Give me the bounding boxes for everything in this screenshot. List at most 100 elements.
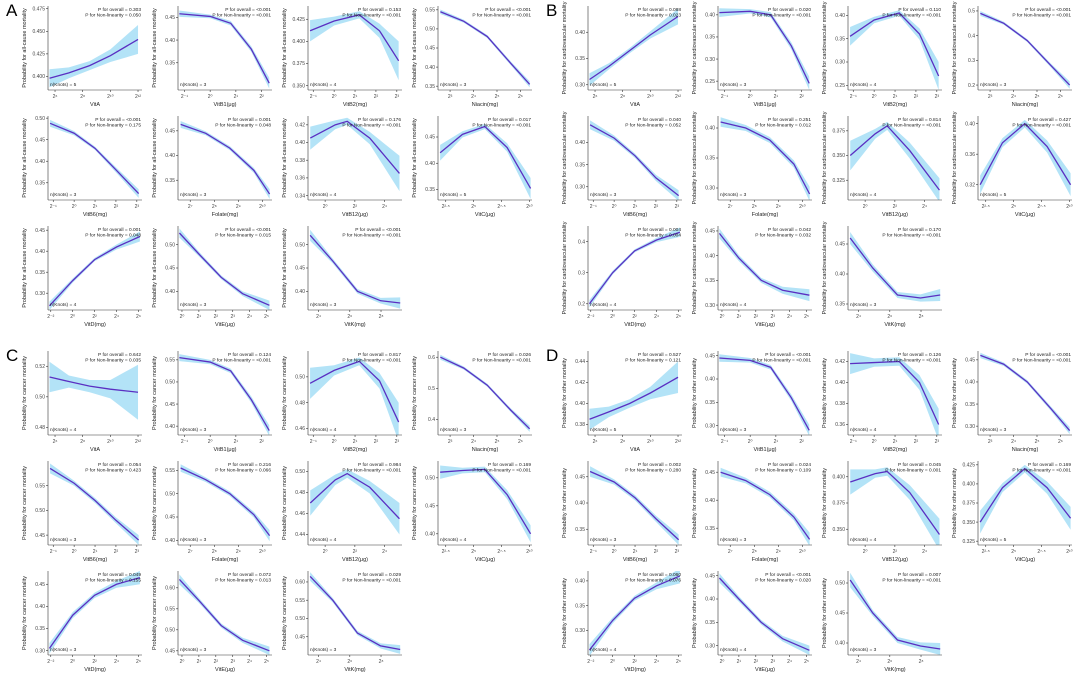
x-tick-label: 2³ xyxy=(448,94,453,100)
y-axis-label: Probability for all-cause mortality xyxy=(22,228,28,308)
y-axis-label: Probability for cancer mortality xyxy=(152,466,158,540)
x-tick-label: 2⁶ xyxy=(593,94,598,100)
x-tick-label: 2¹ xyxy=(633,204,638,210)
x-tick-label: 2² xyxy=(92,314,97,320)
x-axis-label: VitA xyxy=(630,447,640,453)
ci-band xyxy=(980,10,1070,89)
y-tick-label: 0.55 xyxy=(35,483,45,489)
x-tick-label: 2¹⁰ xyxy=(1066,549,1072,555)
p-nonlinearity: P for Non-linearity = <0.001 xyxy=(472,13,531,19)
subplot: 0.35 0.40 0.45 2²·⁵ 2⁵ 2⁷·⁵ 2¹⁰ VitC(μg) Probabi… xyxy=(412,116,533,218)
x-tick-label: 2⁵ xyxy=(1011,204,1016,210)
x-tick-label: 2⁵ xyxy=(471,204,476,210)
y-tick-label: 0.55 xyxy=(165,607,175,613)
y-tick-label: 0.40 xyxy=(295,140,305,146)
p-overall: P for overall = 0.040 xyxy=(638,117,681,123)
x-axis-label: VitC(μg) xyxy=(1015,557,1035,563)
x-tick-label: 2⁵ xyxy=(1011,549,1016,555)
y-tick-label: 0.45 xyxy=(705,573,715,579)
subplot: 0.325 0.350 0.375 2⁰ 2² 2⁴ VitB12(μg) Probabili… xyxy=(822,111,942,218)
x-tick-label: 2⁷·⁵ xyxy=(497,204,505,210)
y-tick-label: 0.40 xyxy=(965,121,975,127)
x-tick-label: 2² xyxy=(353,549,358,555)
y-tick-label: 0.40 xyxy=(575,579,585,585)
ci-band xyxy=(850,353,939,435)
y-tick-label: 0.60 xyxy=(295,580,305,586)
ci-band xyxy=(850,467,940,545)
y-tick-label: 0.35 xyxy=(705,526,715,532)
ci-band xyxy=(310,11,399,81)
spline-line xyxy=(440,468,532,535)
x-tick-label: 2⁵ xyxy=(1035,94,1040,100)
x-tick-label: 2² xyxy=(259,94,264,100)
knots-note: n(Knots) = 3 xyxy=(180,647,207,653)
x-axis-label: VitB12(μg) xyxy=(342,212,368,218)
x-tick-label: 2⁶ xyxy=(53,94,58,100)
knots-note: n(Knots) = 3 xyxy=(720,82,747,88)
y-axis-label: Probability for cardiovascular mortality xyxy=(562,111,568,204)
subplot: 0.40 0.45 0.50 2⁴ 2⁶ 2⁸ VitK(mg) Probability fo… xyxy=(822,571,942,673)
p-overall: P for overall = 0.527 xyxy=(638,352,681,358)
x-tick-label: 2⁰ xyxy=(208,439,213,445)
x-tick-label: 2⁰ xyxy=(180,659,185,665)
x-tick-label: 2⁴ xyxy=(654,314,659,320)
ci-band xyxy=(720,117,810,200)
p-overall: P for overall = <0.001 xyxy=(1025,352,1071,358)
x-axis-label: VitB1(μg) xyxy=(214,447,237,453)
x-axis-label: VitB2(mg) xyxy=(343,102,368,108)
y-tick-label: 0.40 xyxy=(705,377,715,383)
y-tick-label: 0.48 xyxy=(295,400,305,406)
y-axis-label: Probability for other mortality xyxy=(562,468,568,538)
p-nonlinearity: P for Non-linearity = <0.001 xyxy=(882,13,941,19)
x-tick-label: 2² xyxy=(632,314,637,320)
x-tick-label: 2⁻¹ xyxy=(181,94,188,100)
y-tick-label: 0.45 xyxy=(35,137,45,143)
x-tick-label: 2⁸ xyxy=(212,204,217,210)
x-tick-label: 2⁴ xyxy=(654,659,659,665)
y-axis-label: Probability for cardiovascular mortality xyxy=(822,221,828,314)
y-tick-label: 0.30 xyxy=(965,424,975,430)
spline-line xyxy=(849,12,940,77)
p-nonlinearity: P for Non-linearity = 0.048 xyxy=(85,233,141,239)
knots-note: n(Knots) = 3 xyxy=(590,537,617,543)
x-tick-label: 2⁶ xyxy=(1058,439,1063,445)
knots-note: n(Knots) = 4 xyxy=(850,427,877,433)
x-tick-label: 2²·⁵ xyxy=(442,204,450,210)
x-tick-label: 2¹² xyxy=(135,439,141,445)
ci-band xyxy=(850,10,939,90)
knots-note: n(Knots) = 3 xyxy=(720,427,747,433)
knots-note: n(Knots) = 3 xyxy=(850,302,877,308)
p-overall: P for overall = 0.026 xyxy=(488,352,531,358)
ci-band xyxy=(850,121,940,200)
knots-note: n(Knots) = 3 xyxy=(50,192,77,198)
p-nonlinearity: P for Non-linearity = 0.001 xyxy=(885,468,941,474)
x-tick-label: 2⁸ xyxy=(620,439,625,445)
x-tick-label: 2⁷·⁵ xyxy=(1037,204,1045,210)
x-tick-label: 2⁰ xyxy=(332,94,337,100)
knots-note: n(Knots) = 5 xyxy=(50,82,77,88)
p-overall: P for overall = <0.001 xyxy=(765,572,811,578)
y-axis-label: Probability for other mortality xyxy=(692,358,698,428)
x-tick-label: 2¹ xyxy=(353,439,358,445)
y-axis-label: Probability for other mortality xyxy=(692,578,698,648)
x-tick-label: 2⁰ xyxy=(610,314,615,320)
y-tick-label: 0.55 xyxy=(295,598,305,604)
y-tick-label: 0.35 xyxy=(705,620,715,626)
spline-line xyxy=(589,470,680,541)
x-tick-label: 2⁰ xyxy=(872,94,877,100)
x-tick-label: 2⁷ xyxy=(188,549,193,555)
y-tick-label: 0.325 xyxy=(832,178,845,184)
spline-line xyxy=(440,11,531,85)
knots-note: n(Knots) = 4 xyxy=(50,427,77,433)
x-tick-label: 2¹ xyxy=(93,549,98,555)
p-overall: P for overall = 0.126 xyxy=(898,352,941,358)
x-tick-label: 2⁸ xyxy=(752,549,757,555)
x-tick-label: 2³ xyxy=(935,439,940,445)
p-overall: P for overall = 0.427 xyxy=(1028,117,1071,123)
p-nonlinearity: P for Non-linearity = <0.001 xyxy=(342,578,401,584)
x-tick-label: 2²·⁵ xyxy=(442,549,450,555)
ci-band xyxy=(440,9,530,88)
x-axis-label: Folate(mg) xyxy=(212,212,239,218)
knots-note: n(Knots) = 3 xyxy=(50,537,77,543)
x-tick-label: 2⁰ xyxy=(872,439,877,445)
